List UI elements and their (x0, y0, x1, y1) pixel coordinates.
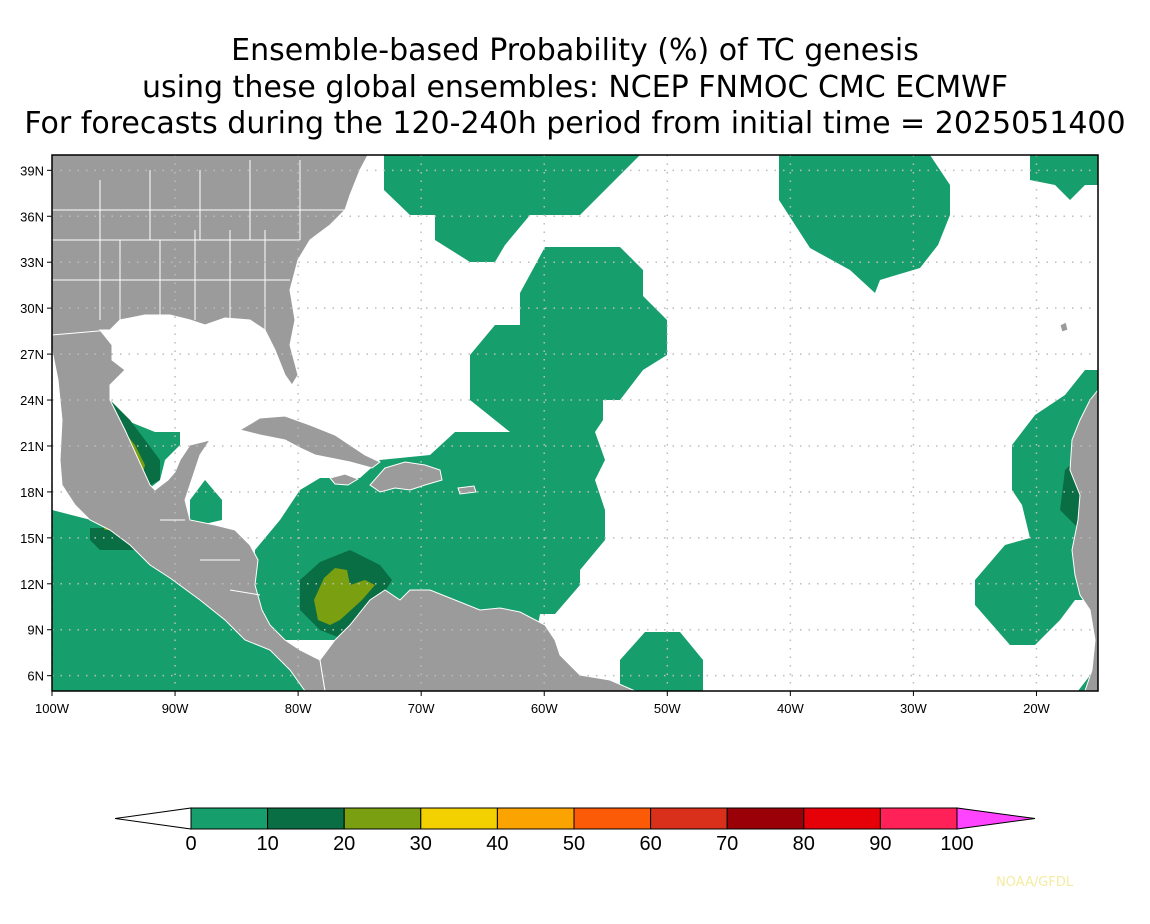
lat-tick-label: 36N (20, 209, 44, 224)
lat-tick-label: 15N (20, 531, 44, 546)
lon-tick-label: 20W (1023, 701, 1050, 716)
lat-tick-label: 18N (20, 485, 44, 500)
credit-text: NOAA/GFDL (996, 875, 1074, 890)
lon-tick-label: 100W (35, 701, 70, 716)
lat-tick-label: 30N (20, 301, 44, 316)
title-line-1: Ensemble-based Probability (%) of TC gen… (231, 33, 919, 68)
lat-tick-label: 39N (20, 163, 44, 178)
land-masses (52, 155, 1098, 691)
colorbar-label: 90 (869, 833, 891, 855)
colorbar: 0 10 20 30 40 50 60 70 80 90 100 (114, 807, 1036, 855)
colorbar-swatch (573, 807, 652, 830)
lat-tick-label: 12N (20, 577, 44, 592)
colorbar-label: 60 (639, 833, 661, 855)
colorbar-above-arrow (956, 807, 1036, 830)
south-america-land (319, 589, 636, 691)
lon-tick-label: 70W (408, 701, 435, 716)
lon-tick-label: 40W (777, 701, 804, 716)
puerto-rico-land (457, 485, 477, 495)
colorbar-label: 80 (793, 833, 815, 855)
lat-tick-label: 33N (20, 255, 44, 270)
colorbar-label: 40 (486, 833, 508, 855)
colorbar-below-arrow (114, 807, 192, 830)
map-plot-area (52, 155, 1098, 691)
cuba-land (238, 415, 381, 469)
colorbar-swatch (803, 807, 881, 830)
colorbar-swatch (420, 807, 498, 830)
colorbar-swatch (190, 807, 269, 830)
colorbar-swatch (726, 807, 805, 830)
colorbar-swatch (650, 807, 728, 830)
colorbar-swatch (496, 807, 575, 830)
lat-tick-label: 21N (20, 439, 44, 454)
title-line-3: For forecasts during the 120-240h period… (24, 106, 1126, 141)
lat-tick-label: 27N (20, 347, 44, 362)
hispaniola-land (369, 461, 443, 493)
colorbar-label: 30 (410, 833, 432, 855)
title-line-2: using these global ensembles: NCEP FNMOC… (141, 70, 1008, 105)
lon-tick-label: 60W (531, 701, 558, 716)
west-africa-land (1069, 389, 1098, 691)
colorbar-swatch (343, 807, 422, 830)
colorbar-swatch (267, 807, 345, 830)
colorbar-label: 50 (563, 833, 585, 855)
colorbar-label: 100 (940, 833, 973, 855)
lon-tick-label: 30W (900, 701, 927, 716)
colorbar-swatch (879, 807, 958, 830)
lon-tick-label: 90W (162, 701, 189, 716)
colorbar-label: 20 (333, 833, 355, 855)
north-america-land (52, 155, 369, 691)
lat-tick-label: 24N (20, 393, 44, 408)
lat-tick-label: 6N (27, 669, 44, 684)
canary-islands-land (1059, 321, 1069, 333)
lon-tick-label: 80W (285, 701, 312, 716)
longitude-labels: 100W 90W 80W 70W 60W 50W 40W 30W 20W (35, 701, 1051, 716)
political-boundaries (52, 160, 370, 596)
jamaica-land (329, 473, 360, 486)
latitude-labels: 39N 36N 33N 30N 27N 24N 21N 18N 15N 12N 9N 6N (20, 163, 44, 683)
map-frame (51, 154, 1099, 692)
lat-tick-label: 9N (27, 623, 44, 638)
axis-ticks (47, 169, 1037, 696)
colorbar-label: 10 (256, 833, 278, 855)
colorbar-label: 0 (185, 833, 196, 855)
colorbar-label: 70 (716, 833, 738, 855)
lon-tick-label: 50W (654, 701, 681, 716)
